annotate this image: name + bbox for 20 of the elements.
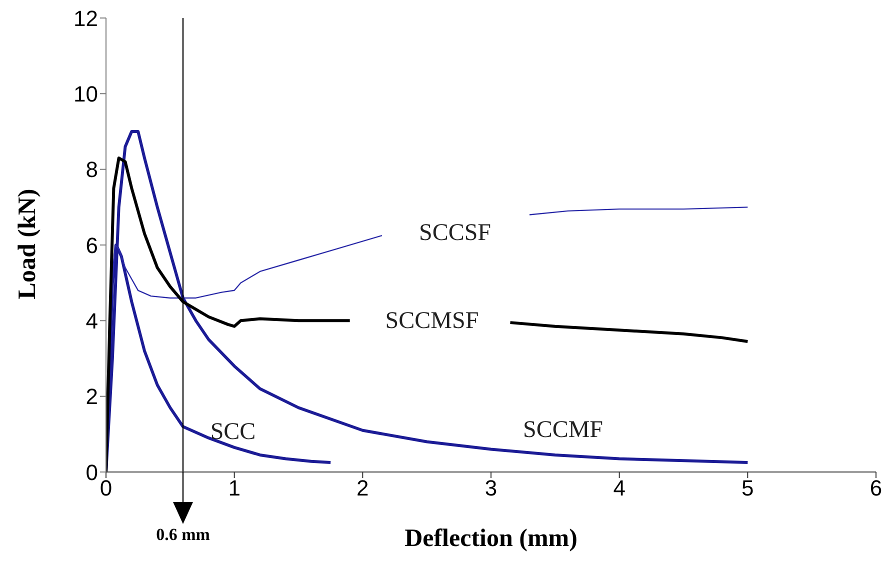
y-tick-label: 10 xyxy=(74,81,98,106)
y-tick-label: 12 xyxy=(74,6,98,31)
x-tick-label: 3 xyxy=(484,476,498,501)
y-tick-label: 0 xyxy=(86,460,98,485)
series-label: SCCSF xyxy=(418,220,492,247)
y-tick-label: 8 xyxy=(86,157,98,182)
x-tick-label: 1 xyxy=(228,476,240,501)
x-tick-label: 4 xyxy=(613,476,626,501)
x-tick-label: 5 xyxy=(742,476,754,501)
y-axis-title: Load (kN) xyxy=(14,188,42,302)
y-tick-label: 2 xyxy=(86,384,98,410)
ref-line-label: 0.6 mm xyxy=(155,525,211,545)
series-label: SCCMSF xyxy=(384,308,480,335)
x-tick-label: 6 xyxy=(870,476,882,501)
series-label: SCC xyxy=(209,419,257,446)
y-tick-label: 4 xyxy=(86,308,98,334)
y-tick-label: 6 xyxy=(86,232,98,258)
series-label: SCCMF xyxy=(522,417,604,444)
x-tick-label: 2 xyxy=(356,476,369,501)
x-axis-title: Deflection (mm) xyxy=(404,525,578,552)
